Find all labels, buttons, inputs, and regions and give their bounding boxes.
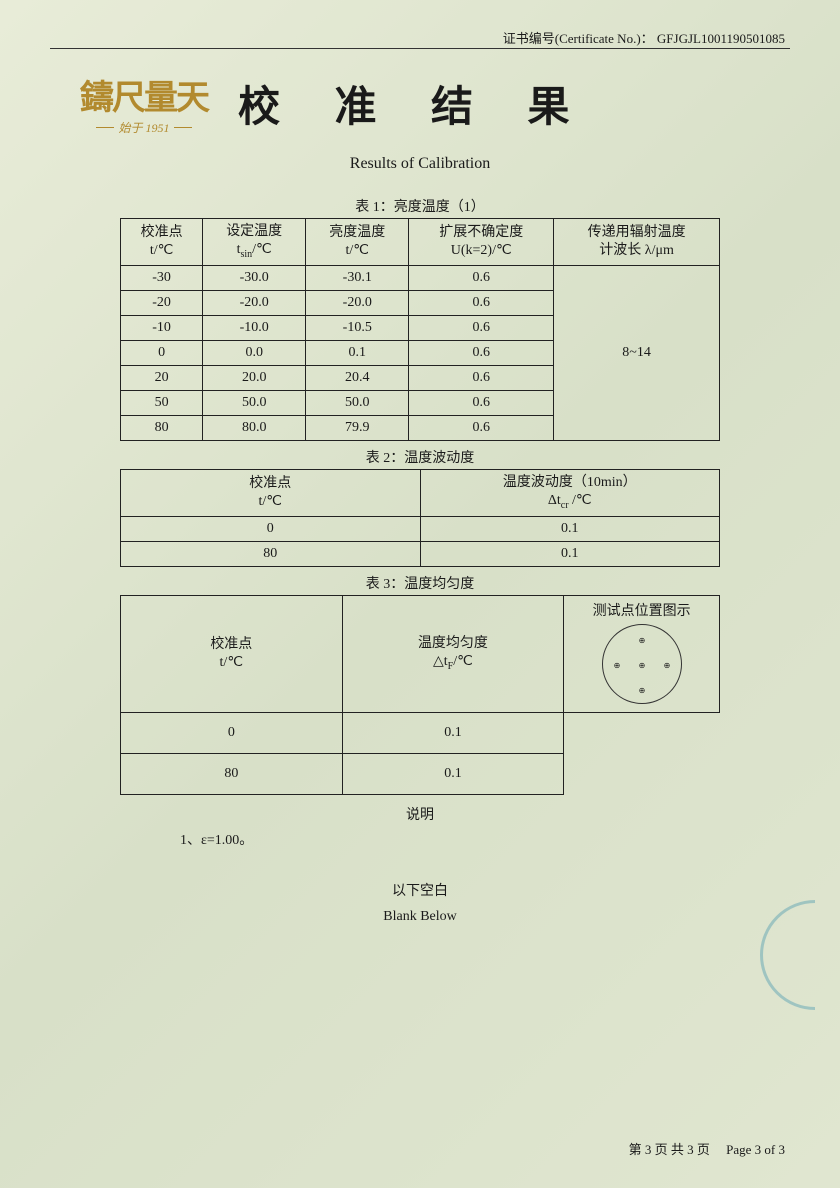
t2-point: 0 bbox=[121, 516, 421, 541]
table1: 校准点t/℃ 设定温度tsin/℃ 亮度温度t/℃ 扩展不确定度U(k=2)/℃… bbox=[120, 218, 720, 441]
table1-caption: 表 1：亮度温度（1） bbox=[120, 196, 720, 216]
t1-h5: 传递用辐射温度计波长 λ/μm bbox=[554, 219, 720, 266]
table-row: -30-30.0-30.10.68~14 bbox=[121, 265, 720, 290]
t3-h1: 校准点t/℃ bbox=[121, 595, 343, 712]
table-row: 00.1 bbox=[121, 516, 720, 541]
header: 鑄尺量天 始于 1951 校 准 结 果 bbox=[80, 70, 760, 136]
t1-set: 50.0 bbox=[203, 390, 306, 415]
t1-point: -20 bbox=[121, 290, 203, 315]
t1-set: 80.0 bbox=[203, 415, 306, 440]
t1-h3: 亮度温度t/℃ bbox=[306, 219, 409, 266]
t1-unc: 0.6 bbox=[409, 265, 554, 290]
top-rule bbox=[50, 48, 790, 49]
logo-calligraphy: 鑄尺量天 bbox=[80, 70, 208, 119]
t1-bright: 79.9 bbox=[306, 415, 409, 440]
page-subtitle: Results of Calibration bbox=[0, 155, 840, 173]
cert-value: GFJGJL1001190501085 bbox=[657, 31, 785, 46]
t3-point: 0 bbox=[121, 712, 343, 753]
table2: 校准点t/℃ 温度波动度（10min）Δtcr /℃ 00.1800.1 bbox=[120, 469, 720, 567]
table-row: 800.1 bbox=[121, 541, 720, 566]
t1-set: -20.0 bbox=[203, 290, 306, 315]
t1-bright: -30.1 bbox=[306, 265, 409, 290]
blank-en: Blank Below bbox=[120, 904, 720, 929]
certificate-number: 证书编号(Certificate No.)： GFJGJL10011905010… bbox=[503, 28, 785, 47]
t1-unc: 0.6 bbox=[409, 415, 554, 440]
table2-header: 校准点t/℃ 温度波动度（10min）Δtcr /℃ bbox=[121, 469, 720, 516]
page-title: 校 准 结 果 bbox=[238, 73, 592, 134]
t2-point: 80 bbox=[121, 541, 421, 566]
t1-wavelength: 8~14 bbox=[554, 265, 720, 440]
t1-h4: 扩展不确定度U(k=2)/℃ bbox=[409, 219, 554, 266]
stamp-icon bbox=[760, 900, 840, 1010]
t1-point: 0 bbox=[121, 340, 203, 365]
dot-top-icon: ⊕ bbox=[639, 636, 645, 642]
table3: 校准点t/℃ 温度均匀度△tF/℃ 测试点位置图示 ⊕ ⊕ ⊕ ⊕ ⊕ 00.1… bbox=[120, 595, 720, 795]
table1-header: 校准点t/℃ 设定温度tsin/℃ 亮度温度t/℃ 扩展不确定度U(k=2)/℃… bbox=[121, 219, 720, 266]
t3-val: 0.1 bbox=[342, 712, 564, 753]
t1-bright: 20.4 bbox=[306, 365, 409, 390]
footer-cn: 第 3 页 共 3 页 bbox=[629, 1142, 710, 1157]
t1-set: -30.0 bbox=[203, 265, 306, 290]
table2-caption: 表 2：温度波动度 bbox=[120, 447, 720, 467]
logo-subtitle: 始于 1951 bbox=[96, 119, 191, 136]
t2-val: 0.1 bbox=[420, 516, 720, 541]
test-point-diagram: ⊕ ⊕ ⊕ ⊕ ⊕ bbox=[602, 624, 682, 704]
t3-val: 0.1 bbox=[342, 753, 564, 794]
dot-left-icon: ⊕ bbox=[614, 661, 620, 667]
t1-h1: 校准点t/℃ bbox=[121, 219, 203, 266]
t1-bright: -20.0 bbox=[306, 290, 409, 315]
t1-set: 20.0 bbox=[203, 365, 306, 390]
t2-h1: 校准点t/℃ bbox=[121, 469, 421, 516]
t3-point: 80 bbox=[121, 753, 343, 794]
t1-point: 80 bbox=[121, 415, 203, 440]
t1-point: -30 bbox=[121, 265, 203, 290]
logo: 鑄尺量天 始于 1951 bbox=[80, 70, 208, 136]
table-row: 800.1 bbox=[121, 753, 720, 794]
notes-line1: 1、ε=1.00。 bbox=[120, 828, 720, 853]
notes: 说明 1、ε=1.00。 以下空白 Blank Below bbox=[120, 803, 720, 929]
t1-unc: 0.6 bbox=[409, 290, 554, 315]
table-row: 00.1 bbox=[121, 712, 720, 753]
notes-title: 说明 bbox=[120, 803, 720, 828]
blank-cn: 以下空白 bbox=[120, 879, 720, 904]
t1-set: 0.0 bbox=[203, 340, 306, 365]
t3-h2: 温度均匀度△tF/℃ bbox=[342, 595, 564, 712]
t3-h3: 测试点位置图示 ⊕ ⊕ ⊕ ⊕ ⊕ bbox=[564, 595, 720, 712]
t1-point: 50 bbox=[121, 390, 203, 415]
t1-unc: 0.6 bbox=[409, 340, 554, 365]
table3-caption: 表 3：温度均匀度 bbox=[120, 573, 720, 593]
t1-bright: 50.0 bbox=[306, 390, 409, 415]
dot-right-icon: ⊕ bbox=[664, 661, 670, 667]
dot-bottom-icon: ⊕ bbox=[639, 686, 645, 692]
t1-set: -10.0 bbox=[203, 315, 306, 340]
t3-diagram-label: 测试点位置图示 bbox=[570, 600, 713, 620]
t1-unc: 0.6 bbox=[409, 315, 554, 340]
dot-center-icon: ⊕ bbox=[639, 661, 645, 667]
cert-label: 证书编号(Certificate No.)： bbox=[503, 31, 654, 46]
t1-point: 20 bbox=[121, 365, 203, 390]
footer-en: Page 3 of 3 bbox=[726, 1142, 785, 1157]
t1-unc: 0.6 bbox=[409, 390, 554, 415]
page-footer: 第 3 页 共 3 页 Page 3 of 3 bbox=[629, 1139, 785, 1158]
t1-bright: -10.5 bbox=[306, 315, 409, 340]
content: 表 1：亮度温度（1） 校准点t/℃ 设定温度tsin/℃ 亮度温度t/℃ 扩展… bbox=[120, 190, 720, 929]
t1-point: -10 bbox=[121, 315, 203, 340]
table3-header: 校准点t/℃ 温度均匀度△tF/℃ 测试点位置图示 ⊕ ⊕ ⊕ ⊕ ⊕ bbox=[121, 595, 720, 712]
t2-val: 0.1 bbox=[420, 541, 720, 566]
t1-bright: 0.1 bbox=[306, 340, 409, 365]
t1-h2: 设定温度tsin/℃ bbox=[203, 219, 306, 266]
t1-unc: 0.6 bbox=[409, 365, 554, 390]
t2-h2: 温度波动度（10min）Δtcr /℃ bbox=[420, 469, 720, 516]
